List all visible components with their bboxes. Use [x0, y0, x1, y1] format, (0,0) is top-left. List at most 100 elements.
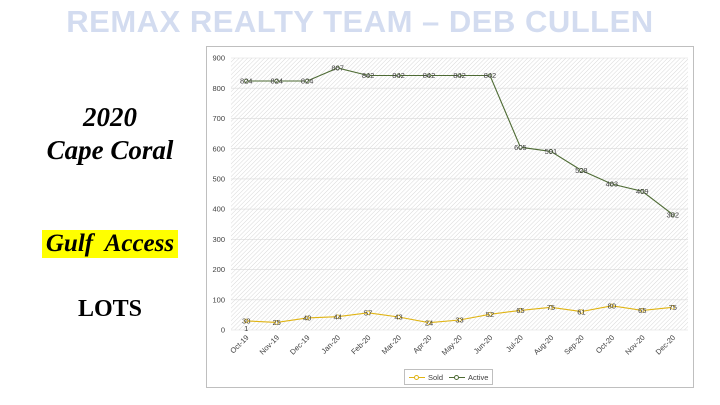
data-label-active: 591 — [545, 147, 558, 156]
data-point-sold — [487, 312, 493, 317]
data-point-sold — [457, 317, 462, 323]
x-tick-label: Dec-20 — [654, 333, 677, 356]
data-label-active: 842 — [484, 71, 497, 80]
banner-title: REMAX REALTY TEAM – DEB CULLEN — [66, 4, 654, 39]
data-label-active: 459 — [636, 187, 649, 196]
data-label-sold: 25 — [273, 318, 281, 327]
data-label-active: 483 — [606, 180, 619, 189]
data-point-active — [487, 73, 493, 78]
data-point-active — [274, 78, 279, 84]
x-tick-label: Oct-19 — [228, 333, 250, 355]
legend-label-active: Active — [468, 372, 489, 382]
y-tick-label: 200 — [212, 265, 225, 274]
data-point-sold — [518, 308, 523, 313]
data-label-sold: 52 — [486, 310, 494, 319]
data-label-active: 867 — [331, 64, 344, 73]
data-label-active: 528 — [575, 166, 588, 175]
data-point-active — [244, 78, 249, 84]
data-label-active: 605 — [514, 143, 527, 152]
y-tick-label: 300 — [212, 235, 225, 244]
x-tick-label: Nov-20 — [623, 333, 646, 356]
plot-area — [231, 58, 688, 330]
data-label-sold: 30 — [242, 317, 250, 326]
data-label-sold: 24 — [425, 318, 433, 327]
x-tick-label: Jan-20 — [319, 333, 342, 356]
x-tick-label: Apr-20 — [411, 333, 433, 355]
year-label: 2020 — [83, 102, 137, 132]
data-point-sold — [274, 320, 279, 325]
category-label-wrap: Gulf Access — [0, 230, 220, 258]
data-point-active — [579, 168, 584, 173]
data-point-sold — [335, 314, 340, 319]
x-tick-label: Jun-20 — [472, 333, 495, 356]
data-label-active: 842 — [423, 71, 436, 80]
data-point-active — [670, 212, 675, 217]
data-label-active: 842 — [392, 71, 405, 80]
data-label-active: 382 — [667, 210, 680, 219]
y-tick-label: 400 — [212, 205, 225, 214]
y-tick-label: 900 — [212, 54, 225, 63]
legend-item-sold: Sold — [409, 373, 443, 382]
x-tick-label: Nov-19 — [258, 333, 281, 356]
data-point-sold — [579, 309, 584, 314]
data-label-active: 842 — [453, 71, 466, 80]
data-point-sold — [670, 305, 675, 310]
data-point-sold — [304, 315, 310, 321]
data-point-sold — [548, 305, 554, 310]
data-point-active — [518, 144, 523, 150]
data-label-sold: 61 — [577, 307, 585, 316]
y-tick-label: 700 — [212, 114, 225, 123]
x-tick-label: Dec-19 — [288, 333, 311, 356]
city-label: Cape Coral — [46, 135, 174, 165]
x-tick-label: Jul-20 — [504, 333, 525, 354]
data-point-active — [396, 73, 401, 78]
data-point-sold — [396, 314, 401, 320]
data-point-active — [335, 65, 340, 71]
data-label-active: 824 — [270, 77, 283, 86]
y-tick-label: 0 — [221, 326, 225, 335]
data-label-active: 824 — [301, 77, 314, 86]
data-point-active — [548, 149, 554, 154]
category-label: Gulf Access — [41, 230, 179, 258]
data-label-active: 842 — [362, 71, 375, 80]
data-label-sold: 40 — [303, 314, 311, 323]
data-point-active — [426, 73, 432, 78]
data-label-extra: 1 — [244, 324, 248, 333]
y-tick-label: 500 — [212, 174, 225, 183]
x-tick-label: Feb-20 — [349, 333, 372, 356]
x-tick-label: May-20 — [440, 333, 464, 357]
y-tick-label: 800 — [212, 84, 225, 93]
data-point-active — [609, 181, 615, 187]
chart-legend: Sold Active — [404, 369, 494, 385]
x-tick-label: Mar-20 — [380, 333, 403, 356]
data-label-sold: 65 — [516, 306, 524, 315]
x-tick-label: Aug-20 — [532, 333, 555, 356]
y-tick-label: 600 — [212, 144, 225, 153]
data-label-active: 824 — [240, 77, 253, 86]
legend-label-sold: Sold — [428, 372, 444, 382]
y-tick-label: 100 — [212, 295, 225, 304]
data-label-sold: 75 — [669, 303, 677, 312]
data-point-active — [365, 73, 371, 78]
data-label-sold: 44 — [333, 312, 341, 321]
type-label: LOTS — [77, 296, 143, 322]
data-label-sold: 75 — [547, 303, 555, 312]
x-tick-label: Sep-20 — [562, 333, 585, 356]
data-label-sold: 43 — [394, 313, 402, 322]
legend-swatch-sold — [409, 375, 425, 380]
data-point-sold — [609, 303, 615, 309]
data-label-sold: 65 — [638, 306, 646, 315]
data-label-sold: 33 — [455, 316, 463, 325]
legend-item-active: Active — [449, 373, 488, 382]
x-tick-label: Oct-20 — [594, 333, 616, 355]
data-point-sold — [244, 318, 249, 324]
data-point-sold — [365, 310, 371, 315]
data-label-sold: 57 — [364, 308, 372, 317]
data-point-sold — [426, 320, 432, 325]
data-label-sold: 80 — [608, 302, 616, 311]
legend-swatch-active — [449, 375, 466, 380]
data-point-active — [640, 189, 645, 194]
data-point-active — [457, 73, 462, 78]
data-point-sold — [640, 308, 645, 313]
